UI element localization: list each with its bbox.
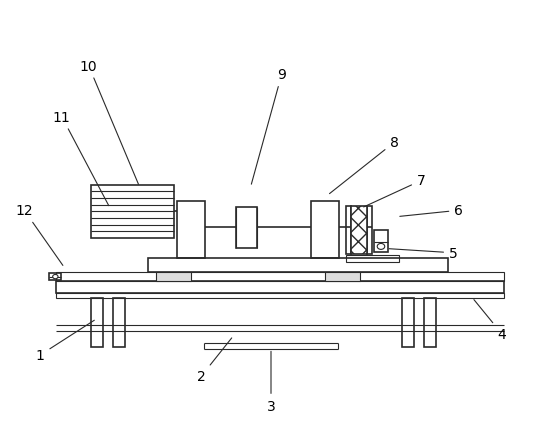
Text: 3: 3 <box>267 351 275 413</box>
Bar <box>56 272 505 282</box>
Bar <box>56 282 505 294</box>
Text: 10: 10 <box>80 59 139 185</box>
Bar <box>236 208 256 248</box>
Circle shape <box>53 275 58 279</box>
Text: 11: 11 <box>53 111 109 206</box>
Text: 4: 4 <box>474 300 506 341</box>
Bar <box>311 201 339 259</box>
Bar <box>424 298 436 347</box>
Bar <box>113 298 125 347</box>
Bar <box>346 207 351 255</box>
Text: 9: 9 <box>251 68 286 185</box>
Bar <box>147 259 448 272</box>
Bar <box>367 207 372 255</box>
Bar <box>346 255 399 262</box>
Text: 1: 1 <box>36 320 94 362</box>
Bar <box>351 207 367 255</box>
Circle shape <box>377 244 385 250</box>
Text: 6: 6 <box>400 204 463 218</box>
Bar <box>177 201 205 259</box>
Bar <box>374 230 388 252</box>
Text: 8: 8 <box>330 136 399 194</box>
Bar <box>156 272 191 282</box>
Text: 7: 7 <box>364 174 425 207</box>
Bar <box>402 298 414 347</box>
Bar <box>325 272 359 282</box>
Text: 12: 12 <box>15 204 63 266</box>
Bar <box>91 185 175 238</box>
Text: 5: 5 <box>389 246 458 260</box>
Text: 2: 2 <box>197 338 232 383</box>
Bar <box>91 298 103 347</box>
Bar <box>56 294 505 298</box>
Bar <box>49 273 61 281</box>
